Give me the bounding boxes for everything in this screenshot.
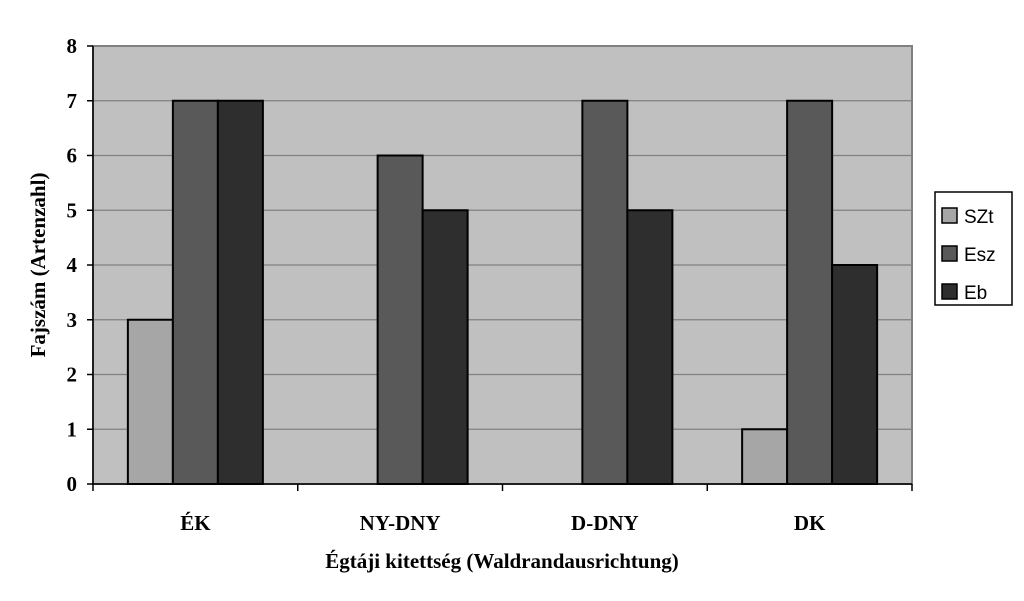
bar-eb-4 bbox=[831, 264, 879, 485]
legend-swatch-esz bbox=[941, 245, 958, 262]
y-tick-label: 0 bbox=[67, 472, 78, 496]
legend-label-eb: Eb bbox=[964, 283, 987, 304]
x-axis-title: Égtáji kitettség (Waldrandausrichtung) bbox=[325, 549, 679, 573]
bar-esz-4 bbox=[786, 99, 834, 485]
x-tick-label: ÉK bbox=[180, 511, 211, 535]
bar-esz-1 bbox=[171, 99, 219, 485]
y-tick-label: 1 bbox=[67, 417, 78, 441]
y-tick-label: 7 bbox=[67, 89, 78, 113]
y-axis-title: Fajszám (Artenzahl) bbox=[26, 173, 50, 358]
x-tick-label: D-DNY bbox=[571, 511, 639, 535]
bar-eb-1 bbox=[216, 99, 264, 485]
bar-eb-2 bbox=[421, 209, 469, 485]
axes bbox=[87, 45, 913, 491]
x-tick-label: NY-DNY bbox=[360, 511, 441, 535]
legend-label-esz: Esz bbox=[964, 245, 996, 266]
x-tick-label: DK bbox=[794, 511, 826, 535]
bar-esz-3 bbox=[581, 99, 629, 485]
bars bbox=[126, 99, 879, 485]
y-tick-labels: 0 1 2 3 4 5 6 7 8 bbox=[67, 34, 78, 496]
y-tick-label: 6 bbox=[67, 144, 78, 168]
y-tick-label: 8 bbox=[67, 34, 78, 58]
legend: SZt Esz Eb bbox=[934, 191, 1013, 306]
x-tick-labels: ÉK NY-DNY D-DNY DK bbox=[180, 511, 826, 535]
bar-esz-2 bbox=[376, 154, 424, 485]
y-tick-label: 2 bbox=[67, 363, 78, 387]
bar-szt-1 bbox=[126, 318, 174, 485]
legend-swatch-eb bbox=[941, 283, 958, 300]
y-tick-label: 3 bbox=[67, 308, 78, 332]
bar-eb-3 bbox=[626, 209, 674, 485]
legend-label-szt: SZt bbox=[964, 207, 994, 228]
legend-swatch-szt bbox=[941, 207, 958, 224]
bar-szt-4 bbox=[741, 428, 789, 485]
y-tick-label: 5 bbox=[67, 198, 78, 222]
y-tick-label: 4 bbox=[67, 253, 78, 277]
